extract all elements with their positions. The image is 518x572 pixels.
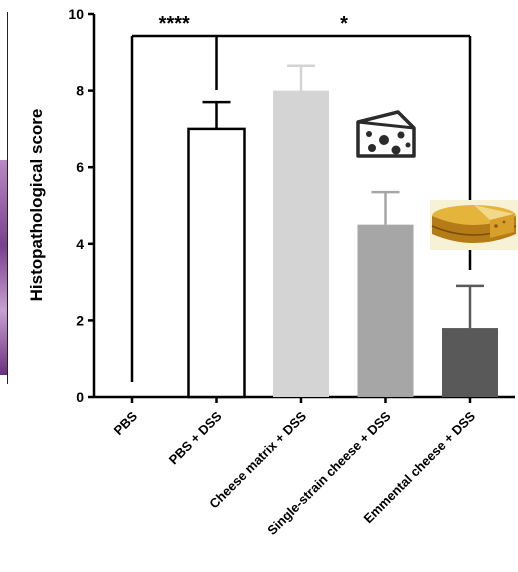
- histology-image-fragment: [0, 160, 7, 375]
- x-tick-label: PBS + DSS: [166, 408, 225, 467]
- y-tick-label: 8: [76, 83, 84, 99]
- bar: [273, 90, 329, 397]
- y-tick-labels: 0 2 4 6 8 10: [68, 6, 84, 405]
- y-tick-label: 2: [76, 312, 84, 328]
- significance-label: ****: [159, 13, 190, 35]
- y-axis-label: Histopathological score: [27, 109, 46, 302]
- bar: [187, 127, 246, 399]
- emmental-wheel-photo: [430, 200, 518, 250]
- y-tick-label: 0: [76, 389, 84, 405]
- error-bars: [202, 64, 484, 329]
- x-tick-label: PBS: [111, 408, 141, 438]
- bars: [187, 90, 498, 399]
- y-tick-label: 4: [76, 236, 84, 252]
- significance-label: *: [340, 13, 348, 35]
- significance-brackets: **** *: [130, 13, 472, 382]
- cheese-wedge-icon: [356, 110, 416, 158]
- bar: [357, 224, 414, 397]
- y-tick-label: 6: [76, 159, 84, 175]
- y-tick-label: 10: [68, 6, 84, 22]
- bar: [442, 328, 498, 397]
- x-tick-label: Cheese matrix + DSS: [206, 408, 309, 511]
